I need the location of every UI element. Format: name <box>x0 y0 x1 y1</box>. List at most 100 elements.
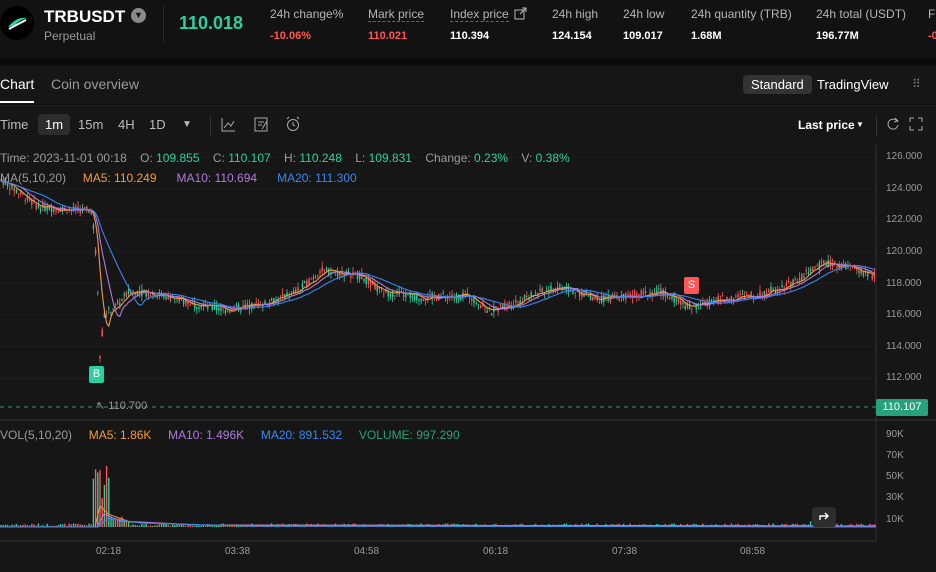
candle-body <box>446 296 449 300</box>
interval-1d[interactable]: 1D <box>149 117 166 132</box>
sell-marker[interactable]: S <box>684 277 699 294</box>
candle-body <box>97 293 99 295</box>
tab-chart[interactable]: Chart <box>0 76 35 92</box>
symbol-name[interactable]: TRBUSDT <box>44 7 126 26</box>
candle-body <box>418 299 420 301</box>
stat-label-index-price[interactable]: Index price <box>450 7 509 22</box>
drag-grip-icon[interactable]: ⠿ <box>912 77 921 91</box>
volume-bar <box>169 526 172 527</box>
y-axis-tick: 118.000 <box>886 278 922 289</box>
tab-coin-overview[interactable]: Coin overview <box>51 76 139 92</box>
more-intervals-chevron-down-icon[interactable]: ▼ <box>182 119 192 130</box>
external-link-icon[interactable] <box>514 7 527 25</box>
candle-body <box>790 282 792 287</box>
volume-bar <box>211 525 213 527</box>
candle-body <box>752 297 755 299</box>
candle-body <box>589 293 592 300</box>
view-tradingview-button[interactable]: TradingView <box>817 77 889 92</box>
candle-body <box>28 197 31 201</box>
y-axis-tick: 114.000 <box>886 341 922 352</box>
candle-body <box>389 293 392 297</box>
alarm-clock-icon[interactable] <box>285 116 301 137</box>
section-gap <box>0 58 936 66</box>
stat-label-funding: F <box>928 7 936 21</box>
stat-label-24h-low: 24h low <box>623 7 665 21</box>
volume-bar <box>121 516 123 527</box>
candle-body <box>378 287 381 289</box>
brand-logo-icon <box>0 6 34 40</box>
candle-body <box>372 282 374 285</box>
candle-body <box>132 291 134 292</box>
candle-body <box>321 267 323 272</box>
buy-marker[interactable]: B <box>89 366 104 383</box>
stat-value-mark-price: 110.021 <box>368 30 408 42</box>
interval-4h[interactable]: 4H <box>118 117 135 132</box>
candle-body <box>473 296 475 303</box>
ma-legend-label[interactable]: MA(5,10,20) <box>0 171 67 185</box>
candle-body <box>484 308 486 310</box>
candle-body <box>11 184 13 189</box>
volume-bar <box>176 523 178 527</box>
candle-body <box>627 294 629 297</box>
interval-time[interactable]: Time <box>0 117 29 132</box>
candle-body <box>587 295 590 297</box>
candle-body <box>266 305 268 307</box>
y-axis-tick: 122.000 <box>886 214 923 225</box>
candle-body <box>816 265 818 267</box>
candle-body <box>578 292 581 297</box>
candle-body <box>127 289 130 294</box>
vol-legend-label[interactable]: VOL(5,10,20) <box>0 428 73 442</box>
candle-body <box>361 273 363 280</box>
volume-bar <box>101 498 103 527</box>
volume-bar <box>114 517 117 527</box>
symbol-dropdown-icon[interactable]: ▼ <box>131 8 146 23</box>
candle-body <box>849 265 851 267</box>
candle-body <box>847 266 849 268</box>
stat-value-24h-total: 196.77M <box>816 30 859 42</box>
toolbar-divider <box>210 116 211 136</box>
price-type-chevron-down-icon[interactable]: ▼ <box>856 120 864 129</box>
candle-body <box>594 297 596 300</box>
low-price-marker-value: 110.700 <box>108 400 148 412</box>
candle-body <box>224 310 227 314</box>
candle-body <box>119 302 121 306</box>
candlestick-chart-panel[interactable]: Time: 2023-11-01 00:18 O: 109.855 C: 110… <box>0 144 936 572</box>
drawing-tools-icon[interactable] <box>254 117 269 137</box>
candle-body <box>290 291 293 293</box>
candle-body <box>15 190 18 193</box>
vol-axis-tick: 70K <box>886 450 904 461</box>
interval-1m[interactable]: 1m <box>38 114 71 135</box>
candle-body <box>369 281 372 286</box>
vol-ma20-line <box>0 517 877 528</box>
reset-refresh-icon[interactable] <box>886 117 900 136</box>
candle-body <box>196 307 198 309</box>
indicator-chart-icon[interactable] <box>221 117 236 137</box>
volume-bar <box>86 525 88 527</box>
interval-15m[interactable]: 15m <box>78 117 104 132</box>
scroll-to-latest-button[interactable] <box>812 507 836 527</box>
candle-body <box>37 204 40 208</box>
candle-body <box>614 294 616 295</box>
price-type-select[interactable]: Last price <box>798 118 855 132</box>
candle-body <box>94 249 97 255</box>
volume-bar <box>46 523 48 527</box>
ohlc-open: 109.855 <box>156 151 200 165</box>
candle-body <box>862 272 865 276</box>
stat-label-mark-price[interactable]: Mark price <box>368 7 425 22</box>
candle-body <box>149 295 152 297</box>
candle-body <box>818 262 821 270</box>
fullscreen-icon[interactable] <box>909 117 923 136</box>
chart-canvas[interactable] <box>0 144 936 572</box>
view-standard-button[interactable]: Standard <box>743 75 812 94</box>
candle-body <box>383 294 385 295</box>
candle-body <box>424 298 427 301</box>
y-axis-tick: 120.000 <box>886 246 923 257</box>
volume-bar <box>119 518 121 527</box>
candle-body <box>609 298 612 302</box>
candle-body <box>101 329 103 336</box>
candle-body <box>519 300 521 304</box>
candle-body <box>541 288 543 293</box>
volume-bar <box>204 525 207 527</box>
candle-body <box>229 311 231 313</box>
candle-body <box>422 299 425 301</box>
